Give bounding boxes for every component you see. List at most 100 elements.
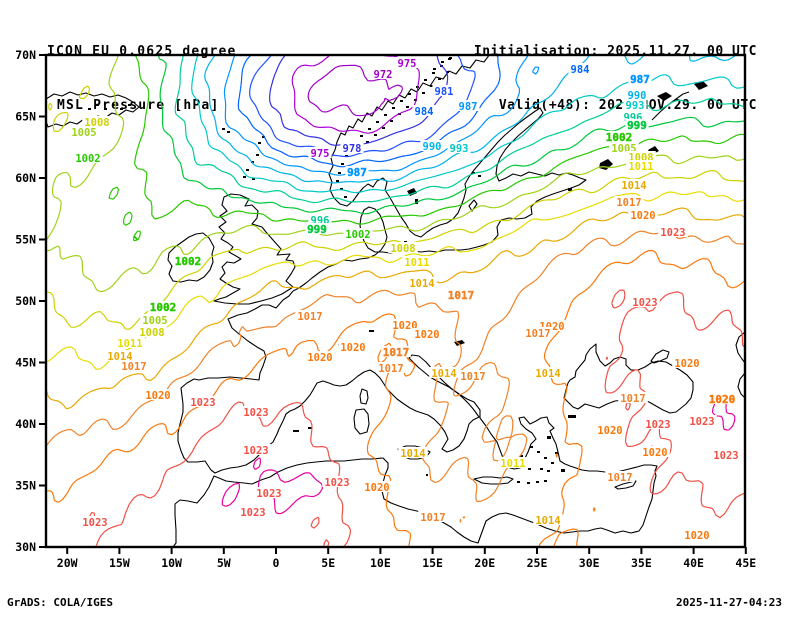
lon-tick-label: 35E <box>631 556 652 570</box>
isobar-label: 1014 <box>535 368 560 380</box>
isobar-label: 987 <box>630 73 650 86</box>
isobar-label-mask <box>119 360 149 371</box>
isobar-label: 1017 <box>420 512 445 524</box>
isobar-label: 1017 <box>525 328 550 340</box>
isobar-label-mask <box>626 151 656 162</box>
isobar-label-mask <box>625 119 649 130</box>
isobar-label: 1023 <box>324 477 349 489</box>
lon-tick-label: 5E <box>321 556 335 570</box>
isobar-label-mask <box>254 487 284 498</box>
isobar-label: 1020 <box>392 320 417 332</box>
isobar-label: 1020 <box>307 352 332 364</box>
isobar-label: 1020 <box>364 482 389 494</box>
isobar-label-mask <box>338 341 368 352</box>
isobar-label: 1020 <box>597 425 622 437</box>
lon-tick-label: 25E <box>527 556 548 570</box>
isobar-label: 1023 <box>632 297 657 309</box>
isobar-label-mask <box>672 357 702 368</box>
isobar-label: 993 <box>450 143 469 155</box>
isobar-label-mask <box>362 481 392 492</box>
isobar-label-mask <box>628 73 652 84</box>
isobar-label: 984 <box>415 106 434 118</box>
isobar-label: 1002 <box>345 229 370 241</box>
isobar-label-mask <box>605 471 635 482</box>
isobar-label-mask <box>640 446 670 457</box>
isobar-label: 1002 <box>606 131 633 144</box>
isobar-label: 978 <box>343 143 362 155</box>
lon-tick-label: 20E <box>474 556 495 570</box>
isobar-label-mask <box>658 226 688 237</box>
isobar-label-mask <box>82 116 112 127</box>
isobar-label-mask <box>322 476 352 487</box>
isobar-label-mask <box>687 415 717 426</box>
isobar-label-mask <box>105 350 135 361</box>
isobar-label-mask <box>621 111 645 122</box>
isobar-label-mask <box>533 514 563 525</box>
coastline-britain <box>213 193 296 305</box>
isobar-label: 1017 <box>383 346 410 359</box>
isobar-label-mask <box>595 424 625 435</box>
isobar-label: 1017 <box>378 363 403 375</box>
isobar-label: 1023 <box>190 397 215 409</box>
isobar-label-mask <box>376 362 406 373</box>
isobar-label: 1020 <box>674 358 699 370</box>
isobar-label-mask <box>537 320 567 331</box>
isobar-label: 1023 <box>660 227 685 239</box>
coastline-ireland <box>167 232 215 283</box>
isobar-label-mask <box>625 89 649 100</box>
isobar-label: 1014 <box>535 515 560 527</box>
isobar-label-mask <box>402 256 432 267</box>
isobar-label-mask <box>137 326 167 337</box>
isobar-label: 1020 <box>684 530 709 542</box>
isobar-label: 1020 <box>145 390 170 402</box>
isobar-label: 1023 <box>645 419 670 431</box>
isobar-993 <box>191 54 746 194</box>
isobar-label: 990 <box>423 141 442 153</box>
isobar-label: 1011 <box>117 338 142 350</box>
isobar-label-mask <box>381 346 411 357</box>
isobar-1014 <box>45 207 746 410</box>
isobar-label-mask <box>308 214 332 225</box>
isobar-label: 1014 <box>431 368 456 380</box>
isobar-label: 1023 <box>243 445 268 457</box>
creation-timestamp: 2025-11-27-04:23 <box>676 596 782 609</box>
isobar-label-mask <box>628 209 658 220</box>
lon-tick-label: 5W <box>217 556 231 570</box>
isobar-label: 1002 <box>150 301 177 314</box>
isobar-label: 1020 <box>340 342 365 354</box>
isobar-label-mask <box>395 57 419 68</box>
isobar-label: 999 <box>307 223 327 236</box>
isobar-label-mask <box>343 228 373 239</box>
isobar-label-mask <box>643 418 673 429</box>
isobar-label-mask <box>630 296 660 307</box>
isobar-label-mask <box>388 242 418 253</box>
lon-tick-label: 15E <box>422 556 443 570</box>
lon-tick-label: 30E <box>579 556 600 570</box>
isobar-label: 1002 <box>175 255 202 268</box>
isobar-label-mask <box>618 392 648 403</box>
isobar-label-mask <box>523 327 553 338</box>
isobar-label: 987 <box>459 101 478 113</box>
isobar-label-mask <box>238 506 268 517</box>
isobar-label-mask <box>241 444 271 455</box>
lat-tick-label: 55N <box>15 233 36 247</box>
lat-tick-label: 70N <box>15 48 36 62</box>
isobar-label: 1017 <box>297 311 322 323</box>
isobar-label-mask <box>73 152 103 163</box>
isobar-label: 1014 <box>621 180 646 192</box>
isobar-label-mask <box>340 142 364 153</box>
isobar-label-mask <box>619 179 649 190</box>
isobar-label: 1017 <box>121 361 146 373</box>
isobar-label-mask <box>305 351 335 362</box>
isobar-label: 1005 <box>71 127 96 139</box>
isobar-label: 1023 <box>713 450 738 462</box>
isobar-label-mask <box>412 328 442 339</box>
axis-layer: 70N 65N 60N 55N 50N 45N 40N 35N 30N 20W 15W 10W 5W 0 5… <box>15 48 756 570</box>
coastline-scandinavia <box>292 55 587 292</box>
isobar-999 <box>158 54 746 215</box>
isobar-label: 1008 <box>390 243 415 255</box>
lon-tick-label: 40E <box>683 556 704 570</box>
coastline-iceland <box>46 91 140 128</box>
